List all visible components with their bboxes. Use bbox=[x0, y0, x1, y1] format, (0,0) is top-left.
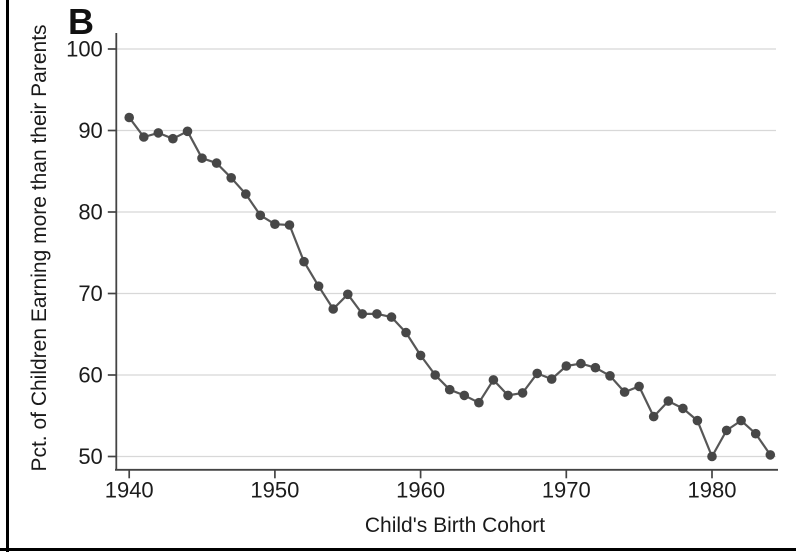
y-tick-label-100: 100 bbox=[66, 37, 103, 62]
data-point-1969 bbox=[546, 374, 557, 384]
data-point-1982 bbox=[736, 415, 746, 426]
data-point-1974 bbox=[619, 387, 630, 397]
data-point-1955 bbox=[343, 289, 353, 300]
data-point-1952 bbox=[299, 256, 309, 267]
data-point-1957 bbox=[372, 309, 382, 319]
data-point-1944 bbox=[182, 126, 193, 137]
data-point-1983 bbox=[750, 428, 761, 439]
data-point-1959 bbox=[401, 327, 411, 338]
data-point-1981 bbox=[721, 425, 732, 436]
data-point-1956 bbox=[357, 309, 368, 319]
y-tick-label-70: 70 bbox=[78, 281, 102, 306]
data-point-1954 bbox=[328, 304, 339, 314]
data-point-1966 bbox=[503, 390, 513, 401]
data-point-1951 bbox=[284, 220, 295, 230]
data-point-1947 bbox=[226, 173, 236, 183]
data-point-1949 bbox=[255, 210, 266, 221]
data-point-1961 bbox=[430, 370, 441, 380]
x-tick-label-1980: 1980 bbox=[688, 477, 737, 502]
panel-label: B bbox=[68, 1, 94, 42]
data-point-1979 bbox=[692, 415, 703, 426]
x-axis-title: Child's Birth Cohort bbox=[364, 514, 546, 537]
data-point-1953 bbox=[313, 281, 324, 292]
data-point-1965 bbox=[488, 375, 499, 385]
data-point-1941 bbox=[139, 132, 149, 142]
y-tick-label-90: 90 bbox=[78, 118, 102, 143]
x-tick-label-1950: 1950 bbox=[250, 477, 299, 502]
data-point-1968 bbox=[532, 368, 542, 379]
x-tick-label-1960: 1960 bbox=[396, 477, 445, 502]
data-point-1948 bbox=[241, 189, 251, 199]
data-line bbox=[128, 116, 772, 458]
data-point-1980 bbox=[707, 451, 717, 462]
data-point-1958 bbox=[386, 312, 397, 322]
data-point-1963 bbox=[459, 390, 470, 401]
y-tick-label-50: 50 bbox=[78, 444, 102, 469]
data-point-1976 bbox=[648, 411, 659, 422]
x-tick-label-1970: 1970 bbox=[542, 477, 591, 502]
data-point-1970 bbox=[561, 361, 572, 371]
figure-left-border bbox=[6, 0, 9, 552]
y-tick-label-80: 80 bbox=[78, 200, 102, 225]
data-point-1975 bbox=[634, 381, 644, 392]
data-point-1940 bbox=[124, 112, 134, 123]
data-point-1984 bbox=[765, 450, 776, 460]
data-point-1946 bbox=[211, 158, 222, 168]
y-axis-title: Pct. of Children Earning more than their… bbox=[28, 24, 51, 472]
data-point-1964 bbox=[474, 397, 484, 408]
y-tick-label-60: 60 bbox=[78, 363, 102, 388]
data-point-1943 bbox=[168, 133, 178, 144]
x-tick-label-1940: 1940 bbox=[105, 477, 154, 502]
data-point-1973 bbox=[605, 371, 615, 381]
data-point-1950 bbox=[270, 219, 280, 229]
data-point-1971 bbox=[576, 358, 586, 369]
data-point-1960 bbox=[415, 350, 426, 361]
data-point-1945 bbox=[197, 153, 207, 163]
data-point-1962 bbox=[444, 384, 455, 395]
data-point-1942 bbox=[153, 128, 164, 138]
data-point-1967 bbox=[517, 388, 528, 398]
data-point-1978 bbox=[678, 403, 688, 414]
figure-bottom-border bbox=[0, 548, 796, 551]
data-point-1977 bbox=[663, 396, 674, 406]
data-point-1972 bbox=[590, 362, 601, 373]
